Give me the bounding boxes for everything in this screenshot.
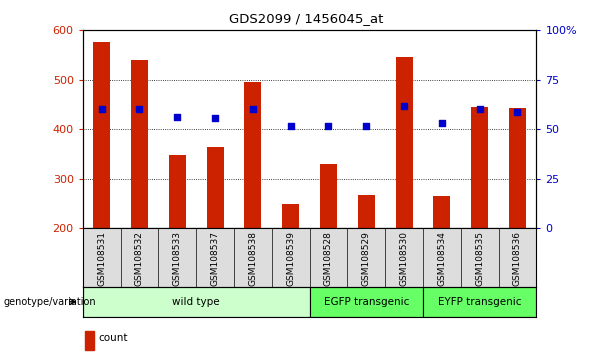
Point (512, 109, 522, 115)
Text: GSM108535: GSM108535 (475, 231, 484, 286)
Point (97, 107, 107, 112)
Point (172, 114, 182, 120)
Bar (433, 196, 451, 228)
Text: count: count (98, 333, 128, 343)
Bar (423, 287, 536, 317)
Bar (395, 57, 413, 228)
Point (361, 124, 371, 129)
Text: EGFP transgenic: EGFP transgenic (324, 297, 409, 307)
Point (437, 120, 447, 126)
Bar (131, 60, 148, 228)
Text: genotype/variation: genotype/variation (3, 297, 96, 307)
Bar (83, 287, 310, 317)
Text: GSM108528: GSM108528 (324, 231, 333, 286)
Text: GSM108534: GSM108534 (437, 231, 446, 286)
Bar (320, 164, 337, 228)
Text: wild type: wild type (172, 297, 220, 307)
Text: GSM108536: GSM108536 (513, 231, 522, 286)
Bar (471, 107, 488, 228)
Bar (207, 147, 224, 228)
Text: GSM108539: GSM108539 (286, 231, 295, 286)
Bar (282, 204, 299, 228)
Bar (245, 82, 261, 228)
Bar (509, 108, 526, 228)
Text: GSM108532: GSM108532 (135, 231, 144, 286)
Point (248, 107, 257, 112)
Text: GSM108537: GSM108537 (210, 231, 219, 286)
Point (475, 107, 485, 112)
Text: GSM108538: GSM108538 (248, 231, 257, 286)
Bar (358, 195, 375, 228)
Bar (310, 287, 423, 317)
Text: GSM108529: GSM108529 (362, 231, 371, 286)
Text: GDS2099 / 1456045_at: GDS2099 / 1456045_at (229, 12, 384, 25)
Text: GSM108533: GSM108533 (173, 231, 182, 286)
Bar (169, 155, 186, 228)
Point (134, 107, 145, 112)
Point (286, 124, 295, 129)
Text: EYFP transgenic: EYFP transgenic (438, 297, 522, 307)
Point (210, 115, 220, 121)
Point (324, 124, 333, 129)
Text: GSM108531: GSM108531 (97, 231, 106, 286)
Text: GSM108530: GSM108530 (400, 231, 409, 286)
Point (399, 103, 409, 109)
Bar (93, 42, 110, 228)
